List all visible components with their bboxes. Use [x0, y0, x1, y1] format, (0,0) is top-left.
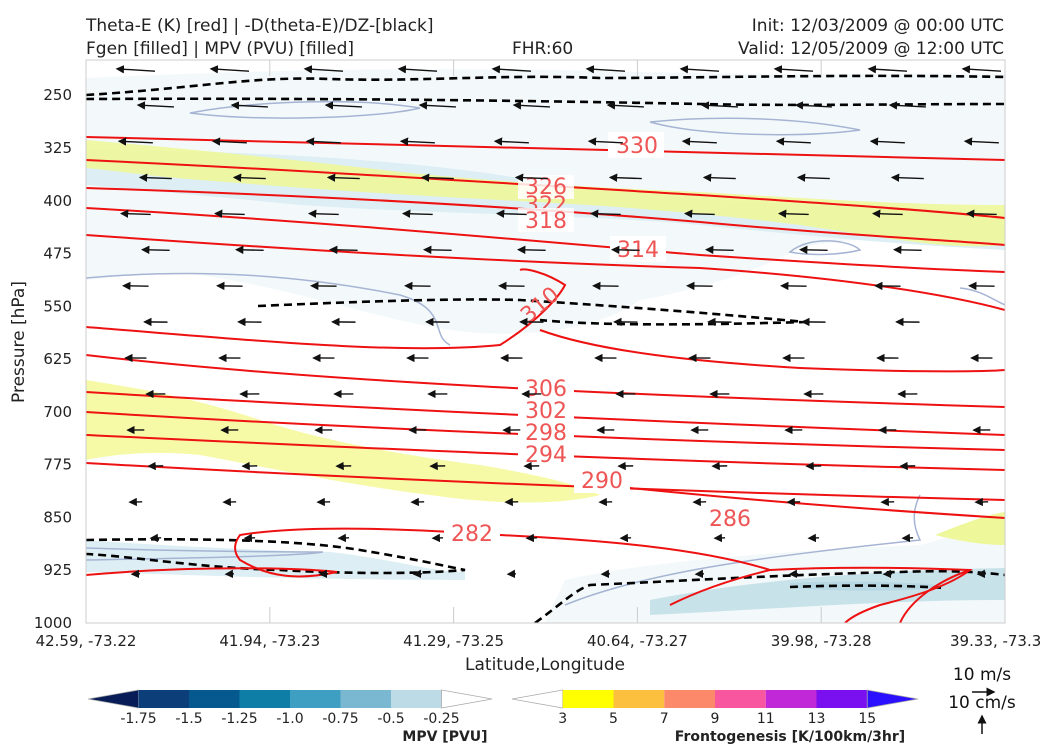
colorbar-tick-label: -0.5: [377, 711, 404, 727]
mpv-colorbar-label: MPV [PVU]: [402, 729, 487, 745]
colorbar-swatch: [88, 690, 139, 708]
x-tick-label: 41.29, -73.25: [403, 632, 504, 650]
wind-arrow: [424, 250, 451, 251]
y-tick-label: 850: [43, 508, 72, 526]
colorbar-swatch: [391, 690, 442, 708]
y-tick-label: 1000: [34, 614, 72, 632]
colorbar-swatch: [614, 690, 665, 708]
y-tick-label: 625: [43, 350, 72, 368]
colorbar-swatch: [715, 690, 766, 708]
x-tick-label: 39.33, -73.3: [950, 632, 1041, 650]
colorbar-tick-label: 3: [558, 711, 567, 727]
colorbar-tick-label: 7: [660, 711, 669, 727]
theta-e-label-286: 286: [709, 507, 751, 532]
x-axis-label: Latitude,Longitude: [465, 655, 625, 675]
wind-arrow: [121, 214, 150, 215]
colorbar-tick-label: -1.75: [120, 711, 156, 727]
y-tick-label: 775: [43, 456, 72, 474]
y-tick-label: 925: [43, 561, 72, 579]
colorbar-swatch: [139, 690, 190, 708]
header-init: Init: 12/03/2009 @ 00:00 UTC: [752, 16, 1004, 36]
wind-arrow: [236, 250, 263, 251]
theta-e-label-290: 290: [581, 469, 623, 494]
colorbar-swatch: [512, 690, 563, 708]
colorbar-swatch: [817, 690, 868, 708]
y-tick-label: 475: [43, 245, 72, 263]
colorbar-tick-label: 11: [757, 711, 775, 727]
x-axis-ticks: 42.59, -73.22 41.94, -73.23 41.29, -73.25 4…: [36, 632, 1042, 650]
x-tick-label: 42.59, -73.22: [36, 632, 137, 650]
mpv-colorbar: -1.75 -1.5 -1.25 -1.0 -0.75 -0.5 -0.25: [88, 690, 492, 727]
y-tick-label: 400: [43, 192, 72, 210]
y-tick-label: 550: [43, 297, 72, 315]
x-tick-label: 41.94, -73.23: [219, 632, 320, 650]
wind-arrow: [591, 214, 620, 215]
colorbar-tick-label: -1.25: [221, 711, 257, 727]
colorbar-tick-label: -0.25: [423, 711, 459, 727]
wind-arrow: [403, 214, 432, 215]
colorbar-swatch: [563, 690, 614, 708]
y-tick-label: 250: [43, 86, 72, 104]
colorbar-swatch: [240, 690, 291, 708]
colorbar-tick-label: 13: [808, 711, 826, 727]
colorbar-swatch: [290, 690, 341, 708]
colorbar-swatch: [341, 690, 392, 708]
y-axis-ticks: 250 325 400 475 550 625 700 775 850 925 1000: [34, 86, 72, 632]
colorbar-tick-label: -1.0: [276, 711, 303, 727]
theta-e-label-294: 294: [525, 443, 567, 468]
colorbar-tick-label: 9: [711, 711, 720, 727]
fgen-colorbar: 3 5 7 9 11 13 15: [512, 690, 918, 727]
header-title-line1: Theta-E (K) [red] | -D(theta-E)/DZ-[blac…: [85, 16, 434, 36]
wind-vertical-scale-label: 10 cm/s: [948, 693, 1016, 713]
wind-speed-scale-label: 10 m/s: [953, 665, 1011, 685]
colorbar-tick-label: -1.5: [175, 711, 202, 727]
colorbar-swatch: [664, 690, 715, 708]
plot-area: 330 326 322 318 314 310 306 302 298 294 …: [86, 60, 1005, 623]
colorbar-swatch: [189, 690, 240, 708]
wind-arrow: [142, 250, 169, 251]
colorbar-tick-label: 15: [858, 711, 876, 727]
wind-arrow: [497, 214, 526, 215]
wind-scale-legend: 10 m/s 10 cm/s: [948, 665, 1016, 734]
wind-arrow: [612, 250, 639, 251]
theta-e-label-330: 330: [616, 134, 658, 159]
header-title-line2: Fgen [filled] | MPV (PVU) [filled]: [86, 39, 354, 59]
colorbar-swatch: [867, 690, 918, 708]
header-fhr: FHR:60: [512, 39, 573, 59]
wind-arrow: [518, 250, 545, 251]
wind-arrow: [330, 250, 357, 251]
colorbar-tick-label: 5: [609, 711, 618, 727]
colorbar-swatch: [766, 690, 817, 708]
header-valid: Valid: 12/05/2009 @ 12:00 UTC: [738, 39, 1004, 59]
y-axis-label: Pressure [hPa]: [9, 281, 29, 403]
colorbar-swatch: [442, 690, 493, 708]
theta-e-label-318: 318: [525, 209, 567, 234]
theta-e-label-282: 282: [451, 522, 493, 547]
colorbar-tick-label: -0.75: [322, 711, 358, 727]
wind-arrow: [967, 214, 996, 215]
wind-arrow: [873, 214, 902, 215]
fgen-colorbar-label: Frontogenesis [K/100km/3hr]: [675, 729, 905, 745]
wind-arrow: [685, 214, 714, 215]
y-tick-label: 700: [43, 403, 72, 421]
wind-arrow: [800, 250, 827, 251]
wind-arrow: [706, 250, 733, 251]
wind-arrow: [215, 214, 244, 215]
x-tick-label: 39.98, -73.28: [771, 632, 872, 650]
y-tick-label: 325: [43, 139, 72, 157]
x-tick-label: 40.64, -73.27: [587, 632, 688, 650]
wind-arrow: [309, 214, 338, 215]
wind-arrow: [779, 214, 808, 215]
wind-arrow: [894, 250, 921, 251]
